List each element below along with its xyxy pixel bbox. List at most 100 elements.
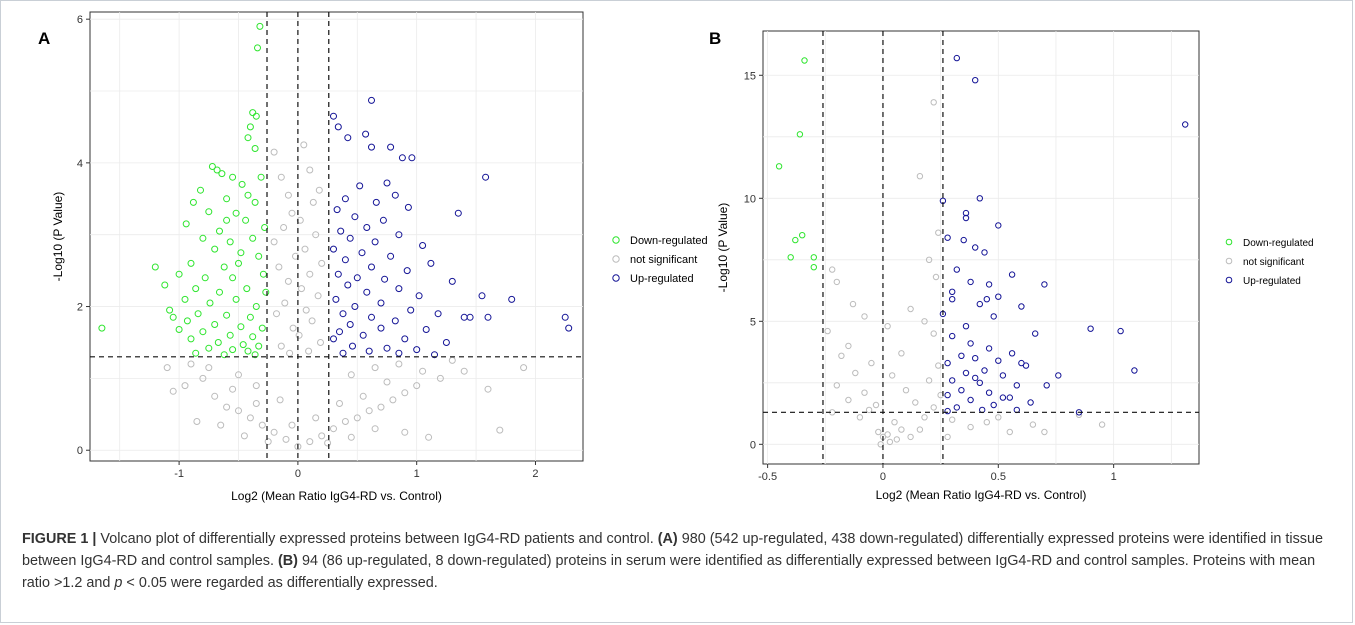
data-point <box>161 281 169 289</box>
data-point <box>967 340 974 347</box>
x-tick-label: 1 <box>1111 471 1117 483</box>
data-point <box>436 374 444 382</box>
data-point <box>334 270 342 278</box>
data-point <box>238 180 246 188</box>
data-point <box>368 96 375 104</box>
data-point <box>962 369 970 377</box>
data-point <box>251 145 259 152</box>
data-point <box>930 404 937 411</box>
data-point <box>520 364 528 372</box>
data-point <box>259 270 267 278</box>
data-point <box>389 396 397 404</box>
data-point <box>796 131 804 138</box>
data-point <box>434 310 442 318</box>
data-point <box>336 400 343 407</box>
data-point <box>787 254 794 261</box>
caption-part-b-label: (B) <box>277 553 298 569</box>
panel-a: -1 0 1 2 0 2 4 6 Log2 (Mean Ratio IgG4-RD vs. Co… <box>51 11 708 503</box>
data-point <box>484 313 492 321</box>
y-tick-label: 2 <box>77 302 83 314</box>
data-point <box>192 285 200 293</box>
series-down-regulated-b <box>775 57 817 271</box>
data-point <box>1043 382 1050 389</box>
data-point <box>264 438 272 446</box>
data-point <box>921 318 928 325</box>
data-point <box>251 198 259 206</box>
x-tick-label: 1 <box>414 468 420 480</box>
data-point <box>925 377 933 384</box>
data-point <box>403 267 411 275</box>
data-point <box>312 414 320 422</box>
data-point <box>395 349 403 357</box>
data-point <box>365 347 373 355</box>
data-point <box>223 403 231 411</box>
data-point <box>242 216 250 224</box>
data-point <box>387 252 395 260</box>
data-point <box>891 419 898 426</box>
data-point <box>953 266 960 273</box>
y-tick-label: 10 <box>744 193 756 205</box>
data-point <box>254 44 261 52</box>
data-point <box>292 252 299 260</box>
data-point <box>359 331 367 339</box>
data-point <box>288 421 296 429</box>
data-point <box>889 372 896 379</box>
data-point <box>1018 303 1025 310</box>
data-point <box>413 382 421 390</box>
data-point <box>181 382 189 390</box>
data-point <box>339 310 347 318</box>
data-point <box>205 344 213 352</box>
data-point <box>1032 330 1039 337</box>
data-point <box>249 333 257 341</box>
data-point <box>902 387 910 394</box>
data-point <box>953 54 960 62</box>
data-point <box>182 220 190 228</box>
caption-figure-label: FIGURE 1 | <box>22 531 97 547</box>
data-point <box>261 224 269 231</box>
data-point <box>244 347 252 355</box>
data-point <box>306 166 314 174</box>
data-point <box>496 426 504 434</box>
data-point <box>223 216 231 224</box>
data-point <box>362 130 370 138</box>
data-point <box>383 378 391 386</box>
legend-label: Up-regulated <box>630 273 694 285</box>
data-point <box>448 277 456 285</box>
data-point <box>98 324 106 332</box>
data-point <box>962 214 970 222</box>
data-point <box>983 419 990 426</box>
data-point <box>422 326 430 333</box>
data-point <box>284 191 292 199</box>
data-point <box>280 224 288 231</box>
data-point <box>175 326 183 333</box>
x-tick-label: -0.5 <box>758 471 777 483</box>
x-tick-label: 0 <box>295 468 301 480</box>
data-point <box>921 414 928 421</box>
panel-letter-a: A <box>38 29 50 48</box>
data-point <box>398 154 406 162</box>
data-point <box>306 438 314 446</box>
data-point <box>205 208 213 216</box>
data-point <box>346 321 354 328</box>
data-point <box>183 317 191 325</box>
data-point <box>270 428 278 436</box>
data-point <box>205 364 213 372</box>
data-point <box>252 400 260 407</box>
data-point <box>252 112 260 120</box>
data-point <box>981 249 988 256</box>
data-point <box>256 22 264 30</box>
data-point <box>341 256 349 264</box>
data-point <box>829 266 836 273</box>
data-point <box>339 349 347 357</box>
data-point <box>949 332 956 340</box>
legend-label: Up-regulated <box>1243 276 1301 287</box>
series-up-regulated-a <box>330 96 573 359</box>
data-point <box>232 209 240 217</box>
data-point <box>341 195 349 203</box>
data-point <box>953 404 960 411</box>
data-point <box>189 198 197 206</box>
data-point <box>306 270 314 278</box>
data-point <box>187 259 195 267</box>
data-point <box>192 349 200 357</box>
